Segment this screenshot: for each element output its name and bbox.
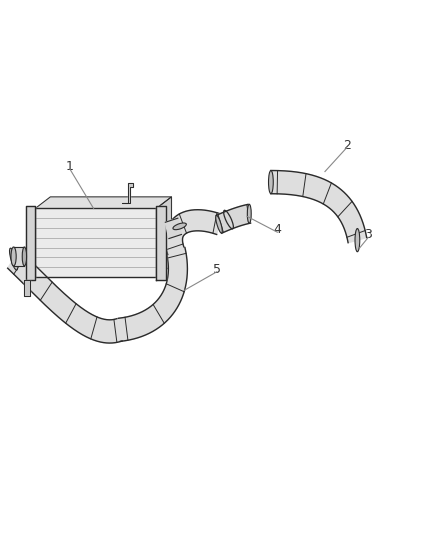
Polygon shape <box>25 280 30 295</box>
Ellipse shape <box>268 171 273 193</box>
Ellipse shape <box>247 204 251 223</box>
Ellipse shape <box>10 248 18 270</box>
Text: 2: 2 <box>343 139 350 152</box>
Polygon shape <box>50 197 171 265</box>
Polygon shape <box>122 183 133 203</box>
Polygon shape <box>156 206 166 280</box>
Ellipse shape <box>173 223 186 230</box>
Polygon shape <box>14 247 25 266</box>
Polygon shape <box>35 208 156 277</box>
Ellipse shape <box>216 215 222 233</box>
Ellipse shape <box>355 229 360 252</box>
Text: 1: 1 <box>66 160 74 173</box>
Polygon shape <box>216 204 251 233</box>
Polygon shape <box>119 247 187 341</box>
Text: 4: 4 <box>273 223 281 236</box>
Polygon shape <box>8 250 122 343</box>
Polygon shape <box>35 197 171 208</box>
Polygon shape <box>26 206 35 280</box>
Text: 3: 3 <box>364 228 372 241</box>
Ellipse shape <box>11 247 16 266</box>
Polygon shape <box>165 218 181 239</box>
Polygon shape <box>271 171 367 243</box>
Polygon shape <box>165 209 221 255</box>
Text: 5: 5 <box>213 263 221 276</box>
Ellipse shape <box>22 247 27 266</box>
Polygon shape <box>156 197 171 277</box>
